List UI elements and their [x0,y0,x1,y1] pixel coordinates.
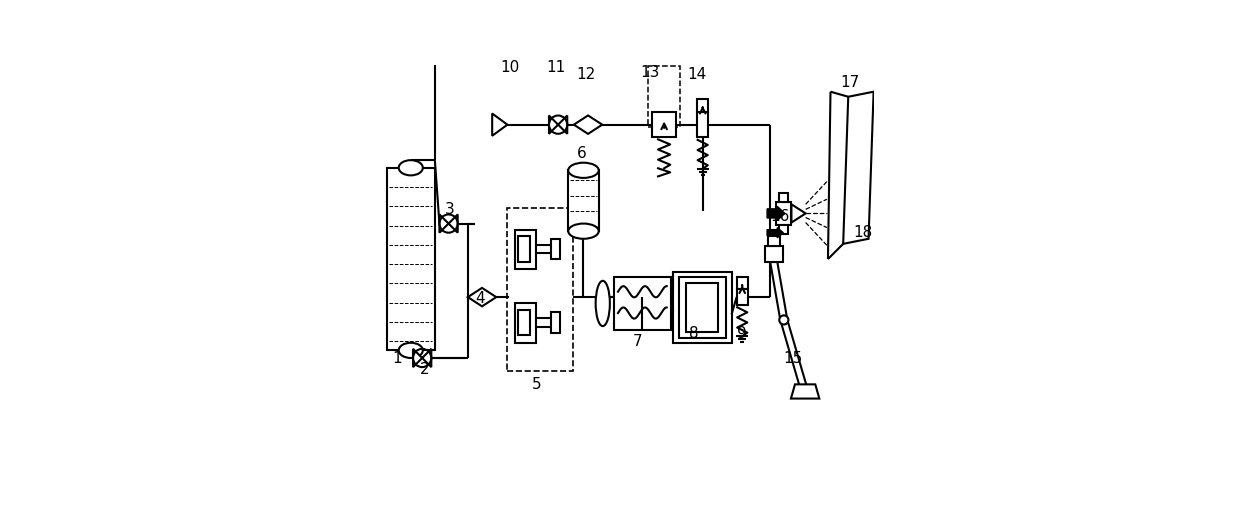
Circle shape [779,316,789,325]
Bar [768,237,780,247]
Ellipse shape [595,281,610,326]
Text: 17: 17 [841,75,859,90]
Text: 2: 2 [420,361,429,376]
Bar [551,313,559,333]
Bar [517,237,531,262]
Bar [779,225,787,234]
Text: 13: 13 [641,65,660,80]
Text: 3: 3 [445,202,455,216]
Text: 7: 7 [632,333,642,348]
FancyArrow shape [768,228,784,238]
Text: 1: 1 [392,351,402,366]
Text: 18: 18 [853,224,872,239]
Bar [680,277,725,338]
Bar [697,113,708,138]
Bar [673,272,732,343]
Polygon shape [549,116,558,134]
Bar [387,168,435,351]
Text: 5: 5 [532,376,541,391]
Text: 12: 12 [577,67,595,82]
Polygon shape [791,205,806,223]
Bar [507,209,573,371]
Bar [568,171,599,232]
Bar [649,67,680,128]
Bar [737,290,748,305]
FancyArrow shape [768,207,785,221]
Bar [652,114,676,137]
Bar [779,194,787,203]
Bar [515,230,537,270]
Polygon shape [558,116,567,134]
Bar [697,100,708,113]
Bar [551,239,559,260]
Polygon shape [791,385,820,399]
Text: 16: 16 [770,209,790,224]
Bar [517,310,531,335]
Ellipse shape [568,224,599,239]
Text: 15: 15 [782,351,802,366]
Text: 4: 4 [476,290,485,305]
Bar [776,203,791,225]
Ellipse shape [399,343,423,358]
Text: 11: 11 [547,60,565,75]
Ellipse shape [399,161,423,176]
Polygon shape [422,349,432,367]
Text: 8: 8 [688,325,698,341]
Polygon shape [574,116,603,134]
Bar [614,277,671,330]
Polygon shape [492,115,507,136]
Text: 9: 9 [737,325,746,341]
Polygon shape [843,93,874,244]
Bar [737,277,748,290]
Text: 10: 10 [500,60,520,75]
Bar [765,247,782,262]
Polygon shape [413,349,422,367]
Bar [687,284,718,332]
Text: 14: 14 [687,67,707,82]
Polygon shape [439,215,449,233]
Bar [515,303,537,343]
Text: 6: 6 [577,146,587,161]
Ellipse shape [568,163,599,179]
Polygon shape [449,215,458,233]
Polygon shape [467,288,496,307]
